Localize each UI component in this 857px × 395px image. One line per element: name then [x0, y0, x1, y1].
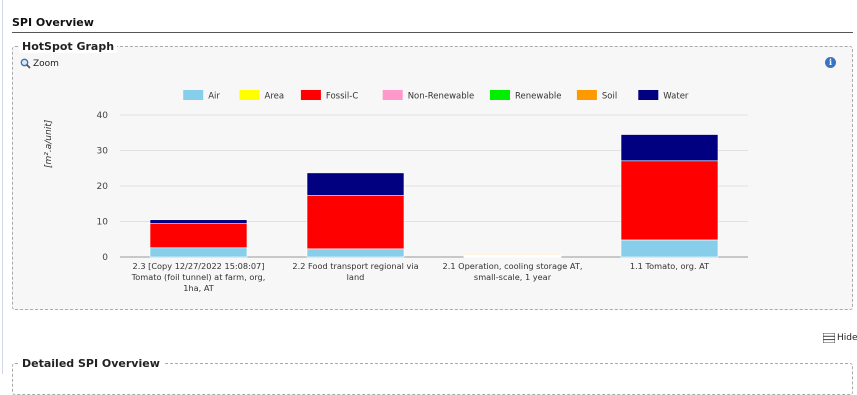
page-title: SPI Overview [12, 16, 94, 29]
hotspot-graph-title: HotSpot Graph [19, 40, 118, 53]
hide-button[interactable]: Hide [823, 333, 857, 343]
legend-swatch-air [183, 90, 204, 100]
x-tick-label: 1ha, AT [183, 283, 215, 293]
x-tick-label: 2.3 [Copy 12/27/2022 15:08:07] [133, 261, 265, 271]
magnifier-icon [20, 58, 31, 69]
y-tick-label: 20 [97, 182, 109, 192]
bar-segment-air [149, 247, 248, 258]
legend-swatch-fossil-c [300, 90, 321, 100]
legend-swatch-water [638, 90, 659, 100]
bar-segment-soil [463, 254, 562, 256]
bar-segment-air [306, 248, 405, 258]
y-tick-label: 40 [97, 111, 109, 121]
x-tick-label: 2.1 Operation, cooling storage AT, [443, 261, 583, 271]
legend-swatch-soil [576, 90, 597, 100]
legend-swatch-non-renewable [382, 90, 403, 100]
legend-label: Non-Renewable [408, 92, 475, 102]
legend-label: Area [265, 92, 285, 102]
x-tick-label: land [347, 272, 365, 282]
bar-segment-water [620, 134, 719, 162]
hide-label: Hide [837, 333, 857, 343]
bar-segment-fossil-c [620, 160, 719, 241]
legend-label: Renewable [515, 92, 562, 102]
x-tick-label: 1.1 Tomato, org. AT [630, 261, 710, 271]
bar-segment-fossil-c [306, 195, 405, 250]
x-tick-label: Tomato (foil tunnel) at farm, org, [131, 272, 266, 282]
legend-label: Fossil-C [326, 92, 358, 102]
x-tick-label: 2.2 Food transport regional via [292, 261, 418, 271]
bar-segment-air [620, 239, 719, 258]
y-tick-label: 30 [97, 147, 109, 157]
detailed-spi-title: Detailed SPI Overview [19, 357, 163, 370]
info-icon[interactable]: i [825, 57, 836, 68]
zoom-button[interactable]: Zoom [20, 58, 59, 69]
legend-label: Air [208, 92, 220, 102]
list-icon [823, 333, 835, 343]
bar-segment-fossil-c [149, 223, 248, 249]
hotspot-chart: 0 10 20 30 40 2.3 [Copy 12/27/2022 15:08:07]T… [97, 90, 748, 293]
legend-swatch-renewable [490, 90, 510, 100]
left-border [2, 0, 3, 374]
x-tick-label: small-scale, 1 year [474, 272, 552, 282]
legend-swatch-area [239, 90, 260, 100]
bar-segment-water [149, 219, 248, 224]
bar-segment-water [306, 172, 405, 196]
y-tick-label: 10 [97, 218, 109, 228]
title-divider [12, 32, 853, 33]
y-tick-label: 0 [102, 253, 108, 263]
legend-label: Water [663, 92, 689, 102]
zoom-label: Zoom [33, 58, 59, 69]
legend-label: Soil [602, 92, 617, 102]
